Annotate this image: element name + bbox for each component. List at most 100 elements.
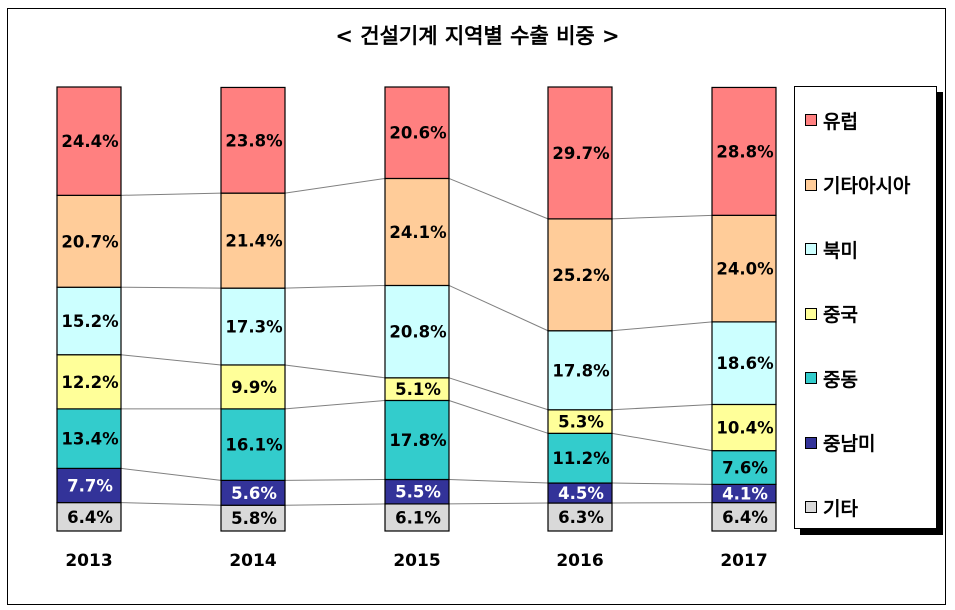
- series-line: [448, 178, 549, 220]
- series-line: [120, 286, 222, 289]
- chart-title: < 건설기계 지역별 수출 비중 >: [335, 24, 620, 48]
- series-line: [120, 467, 222, 481]
- series-line: [448, 502, 549, 505]
- legend-swatch: [805, 501, 817, 513]
- bar-segment: [56, 467, 122, 504]
- legend-label: 북미: [823, 239, 858, 262]
- data-label: 13.4%: [61, 430, 119, 449]
- x-tick-label: 2013: [65, 551, 112, 571]
- x-tick-label: 2016: [556, 551, 603, 571]
- data-label: 17.8%: [389, 431, 447, 450]
- x-tick-label: 2015: [393, 551, 440, 571]
- legend-swatch: [805, 243, 817, 255]
- series-line: [448, 377, 549, 411]
- data-label: 5.3%: [558, 413, 604, 432]
- bar-segment: [220, 86, 286, 194]
- bar-segment: [384, 86, 450, 180]
- bar-segment: [220, 504, 286, 532]
- data-label: 5.6%: [231, 484, 277, 503]
- series-line: [284, 284, 386, 289]
- bar-stack-2017: 6.4% 4.1% 7.6% 10.4% 18.6% 24.0% 28.8%: [711, 86, 777, 532]
- bar-segment: [547, 432, 613, 484]
- bar-stack-2015: 6.1% 5.5% 17.8% 5.1% 20.8% 24.1% 20.6%: [384, 86, 450, 532]
- data-label: 5.5%: [395, 483, 441, 502]
- legend-item: 북미: [805, 236, 858, 262]
- series-line: [611, 321, 713, 332]
- chart-frame: [7, 8, 946, 605]
- data-label: 9.9%: [231, 378, 277, 397]
- legend-item: 중남미: [805, 430, 875, 456]
- legend-item: 중동: [805, 365, 858, 391]
- series-line: [611, 482, 713, 485]
- x-tick-label: 2017: [720, 551, 767, 571]
- data-label: 6.4%: [722, 508, 768, 527]
- bar-segment: [56, 354, 122, 410]
- data-label: 25.2%: [552, 266, 610, 285]
- series-line: [284, 177, 386, 194]
- series-line: [611, 432, 713, 452]
- data-label: 4.1%: [722, 484, 768, 503]
- legend-item: 유럽: [805, 107, 858, 133]
- data-label: 23.8%: [225, 131, 283, 150]
- legend-label: 유럽: [823, 110, 858, 133]
- data-label: 20.8%: [389, 323, 447, 342]
- legend-swatch: [805, 436, 817, 449]
- bar-segment: [711, 214, 777, 323]
- data-label: 11.2%: [552, 449, 610, 468]
- series-line: [611, 403, 713, 411]
- bar-segment: [56, 286, 122, 356]
- legend-swatch: [805, 178, 817, 191]
- data-label: 17.8%: [552, 361, 610, 380]
- bar-segment: [56, 501, 122, 532]
- bar-segment: [56, 408, 122, 469]
- legend-swatch: [805, 114, 817, 126]
- series-line: [284, 364, 386, 379]
- data-label: 20.7%: [61, 232, 119, 251]
- bar-segment: [711, 501, 777, 532]
- data-label: 5.1%: [395, 380, 441, 399]
- legend-swatch: [805, 372, 817, 384]
- series-line: [611, 214, 713, 220]
- legend-label: 기타: [823, 497, 858, 520]
- bar-segment: [220, 287, 286, 366]
- data-label: 29.7%: [552, 144, 610, 163]
- bar-stack-2014: 5.8% 5.6% 16.1% 9.9% 17.3% 21.4% 23.8%: [220, 86, 286, 532]
- data-label: 6.1%: [395, 508, 441, 527]
- series-lines: [120, 177, 713, 506]
- data-label: 17.3%: [225, 318, 283, 337]
- bar-segment: [547, 86, 613, 220]
- bar-segment: [220, 479, 286, 506]
- series-line: [120, 354, 222, 366]
- bar-segment: [547, 218, 613, 332]
- data-label: 24.0%: [716, 260, 774, 279]
- data-label: 6.3%: [558, 508, 604, 527]
- data-label: 7.6%: [722, 459, 768, 478]
- bar-segment: [711, 403, 777, 452]
- series-line: [120, 192, 222, 196]
- data-label: 18.6%: [716, 354, 774, 373]
- series-line: [284, 399, 386, 410]
- bar-segment: [56, 86, 122, 196]
- series-line: [448, 399, 549, 434]
- data-label: 6.4%: [67, 508, 113, 527]
- bar-segment: [547, 502, 613, 532]
- legend-label: 기타아시아: [823, 175, 911, 197]
- bar-segment: [384, 399, 450, 481]
- bar-segment: [711, 86, 777, 216]
- series-line: [284, 478, 386, 481]
- data-label: 10.4%: [716, 419, 774, 438]
- bar-segment: [384, 177, 450, 287]
- data-label: 28.8%: [716, 142, 774, 161]
- data-label: 12.2%: [61, 373, 119, 392]
- data-label: 21.4%: [225, 232, 283, 251]
- legend-item: 기타아시아: [805, 172, 910, 198]
- x-tick-label: 2014: [229, 551, 276, 571]
- legend-label: 중국: [823, 304, 858, 326]
- data-label: 7.7%: [67, 476, 113, 495]
- bar-stack-2016: 6.3% 4.5% 11.2% 5.3% 17.8% 25.2% 29.7%: [547, 86, 613, 532]
- data-label: 5.8%: [231, 509, 277, 528]
- bar-stack-2013: 6.4% 7.7% 13.4% 12.2% 15.2% 20.7% 24.4%: [56, 86, 122, 532]
- legend-item: 중국: [805, 301, 858, 327]
- data-label: 20.6%: [389, 124, 447, 143]
